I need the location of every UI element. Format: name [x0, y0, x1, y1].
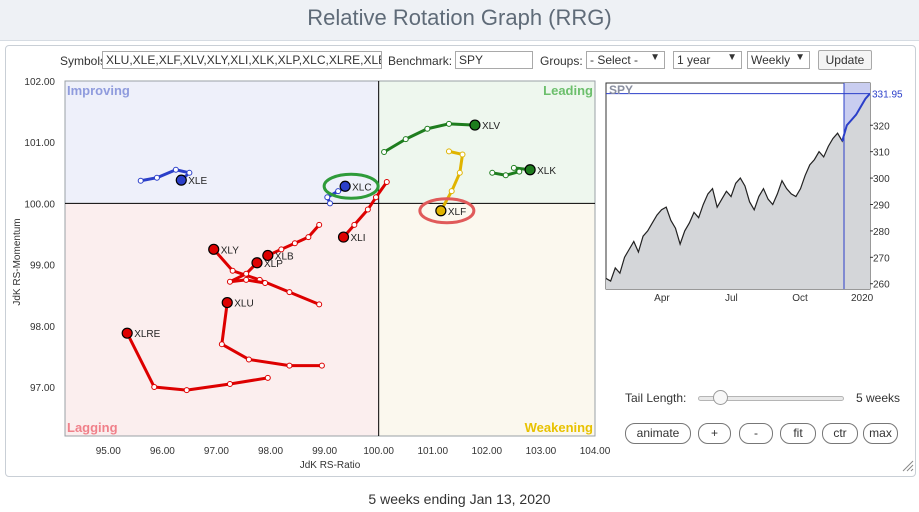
chevron-down-icon: ▼	[650, 52, 660, 63]
interval-select-value: Weekly	[751, 53, 791, 67]
tail-length-slider-handle[interactable]	[713, 390, 728, 405]
chevron-down-icon: ▼	[727, 52, 737, 63]
zoom-in-button[interactable]: +	[698, 423, 731, 444]
rrg-panel	[5, 45, 916, 477]
page-title: Relative Rotation Graph (RRG)	[307, 5, 612, 30]
period-select[interactable]: 1 year ▼	[673, 51, 742, 69]
update-button[interactable]: Update	[818, 50, 872, 70]
groups-select-value: - Select -	[590, 53, 639, 67]
groups-label: Groups:	[540, 54, 583, 68]
interval-select[interactable]: Weekly ▼	[747, 51, 810, 69]
tail-length-slider[interactable]	[698, 396, 844, 401]
benchmark-label: Benchmark:	[388, 54, 453, 68]
fit-button[interactable]: fit	[780, 423, 816, 444]
tail-length-label: Tail Length:	[625, 391, 687, 405]
title-bar: Relative Rotation Graph (RRG)	[0, 0, 919, 41]
tail-length-value: 5 weeks	[856, 391, 901, 405]
groups-select[interactable]: - Select - ▼	[586, 51, 665, 69]
resize-grip-icon[interactable]	[902, 460, 914, 472]
chevron-down-icon: ▼	[795, 52, 805, 63]
symbols-input[interactable]: XLU,XLE,XLF,XLV,XLY,XLI,XLK,XLP,XLC,XLRE…	[102, 51, 382, 69]
animate-button[interactable]: animate	[625, 423, 691, 444]
zoom-out-button[interactable]: -	[739, 423, 773, 444]
symbols-label: Symbols:	[60, 54, 110, 68]
footer-caption: 5 weeks ending Jan 13, 2020	[368, 491, 551, 507]
maximize-button[interactable]: max	[863, 423, 898, 444]
benchmark-input[interactable]: SPY	[455, 51, 533, 69]
period-select-value: 1 year	[677, 53, 711, 67]
center-button[interactable]: ctr	[822, 423, 858, 444]
